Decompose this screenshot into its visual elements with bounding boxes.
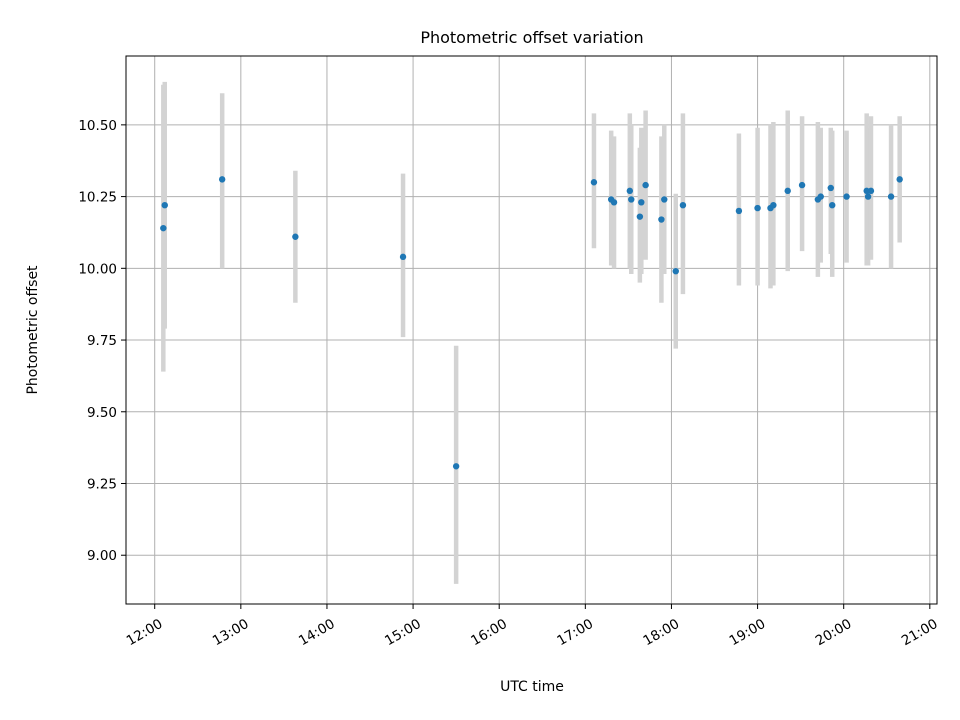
data-point (679, 201, 687, 209)
data-point (770, 201, 777, 209)
data-point (887, 193, 895, 200)
y-tick-label: 9.25 (87, 476, 117, 492)
y-axis-label: Photometric offset (25, 265, 41, 395)
data-point (628, 196, 635, 203)
data-point (218, 176, 226, 183)
data-point (610, 199, 618, 206)
data-point (661, 196, 668, 203)
y-tick-label: 9.75 (87, 333, 117, 349)
y-tick-label: 9.50 (87, 405, 117, 421)
data-point (399, 253, 407, 261)
data-point (161, 201, 168, 209)
y-axis: 9.00 9.25 9.50 9.75 10.00 10.25 10.50 (78, 118, 126, 564)
plot-frame (125, 55, 938, 605)
data-point (638, 199, 645, 206)
data-point (642, 181, 649, 189)
data-point (843, 193, 850, 200)
data-point (798, 181, 806, 189)
data-point (735, 207, 743, 215)
data-point (754, 204, 761, 212)
data-point (867, 187, 875, 195)
data-point (827, 184, 834, 192)
data-point (817, 193, 824, 200)
x-axis-label: UTC time (500, 679, 564, 695)
data-point (784, 187, 791, 195)
y-tick-label: 10.50 (78, 118, 117, 134)
data-point (896, 176, 903, 183)
data-point (590, 179, 598, 186)
y-tick-label: 10.25 (78, 190, 117, 206)
y-tick-label: 9.00 (87, 548, 117, 564)
data-point (658, 216, 665, 223)
data-point (452, 463, 460, 470)
data-points (160, 176, 903, 470)
y-tick-label: 10.00 (78, 261, 117, 277)
data-point (636, 213, 644, 220)
data-point (292, 233, 299, 240)
data-point (864, 193, 872, 200)
data-point (672, 267, 679, 275)
data-point (160, 224, 167, 232)
data-point (829, 201, 836, 209)
grid (126, 56, 937, 604)
chart-title: Photometric offset variation (420, 28, 643, 47)
data-point (626, 187, 634, 195)
